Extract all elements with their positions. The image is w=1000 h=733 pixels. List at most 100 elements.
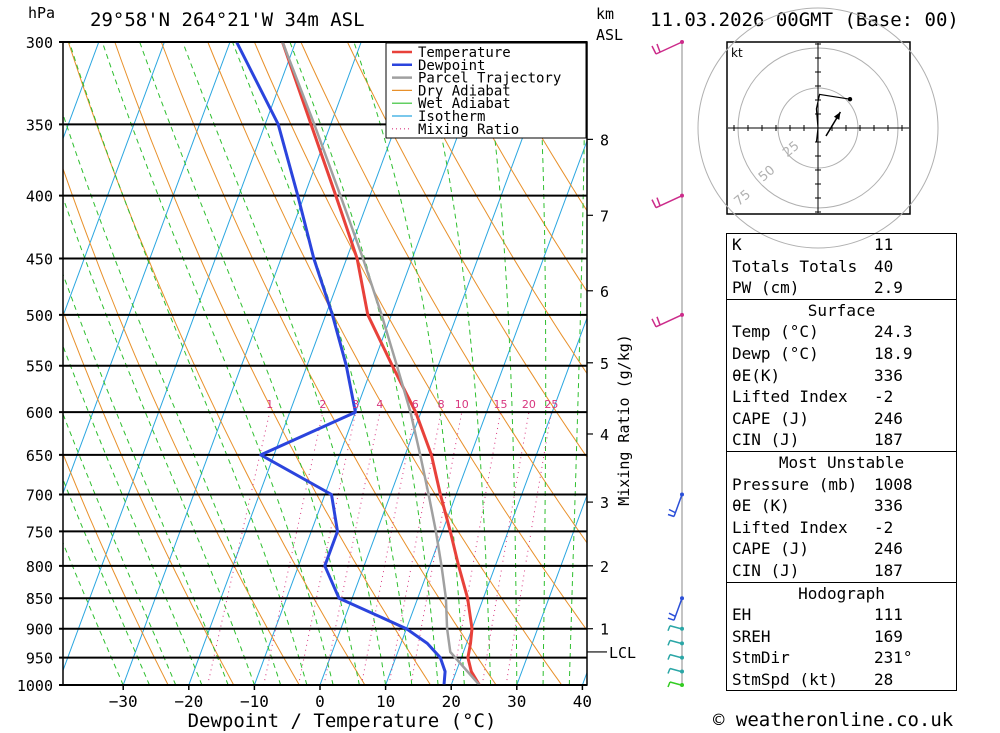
index-value: 111 [874, 605, 903, 625]
x-tick-label: 30 [507, 692, 526, 711]
legend-entry: Mixing Ratio [418, 122, 519, 138]
index-value: 28 [874, 669, 894, 689]
index-value: 187 [874, 430, 903, 450]
datetime-title: 11.03.2026 00GMT (Base: 00) [650, 9, 959, 31]
location-title: 29°58'N 264°21'W 34m ASL [90, 9, 365, 31]
index-row: SREH 169 [727, 626, 956, 648]
index-row: θE (K) 336 [727, 495, 956, 517]
height-unit-asl: ASL [596, 26, 624, 44]
index-value: 2.9 [874, 278, 903, 298]
wind-barbs [651, 40, 684, 688]
index-label: Pressure (mb) [732, 474, 858, 494]
mixing-ratio-labels: 1 2 3 4 6 8 10 15 20 25 [266, 398, 558, 411]
index-label: CIN (J) [732, 560, 800, 580]
pressure-tick-label: 350 [26, 116, 53, 134]
index-row: K 11 [727, 234, 956, 256]
wet-adiabat-line [63, 541, 124, 685]
index-value: -2 [874, 387, 894, 407]
pressure-tick-label: 700 [26, 487, 53, 505]
isotherm-line [450, 316, 587, 685]
isotherm-line [63, 42, 297, 672]
legend-entry: Temperature [418, 45, 511, 61]
hodograph-title: Hodograph [798, 583, 885, 603]
mixing-ratio-line [451, 412, 501, 685]
wet-adiabat-line [101, 42, 334, 685]
mixing-ratio-label: 15 [494, 398, 508, 411]
wet-adiabat-line [232, 42, 413, 685]
mixing-ratio-label: 25 [544, 398, 558, 411]
pressure-tick-label: 650 [26, 447, 53, 465]
x-tick-label: 20 [442, 692, 461, 711]
height-axis-unit: km ASL [596, 4, 623, 46]
isotherm-line [122, 42, 362, 685]
wet-adiabat-line [419, 42, 492, 685]
dry-adiabat-line [114, 42, 431, 685]
index-row: Dewp (°C) 18.9 [727, 343, 956, 365]
pressure-tick-label: 750 [26, 523, 53, 541]
mixing-ratio-label: 2 [319, 398, 326, 411]
legend-entry: Dry Adiabat [418, 83, 511, 99]
wind-barb [651, 41, 683, 55]
mixing-ratio-label: 8 [438, 398, 445, 411]
mixing-ratio-label: 4 [376, 398, 383, 411]
pressure-tick-label: 900 [26, 621, 53, 639]
km-tick-label: 1 [600, 621, 609, 639]
index-row: θE(K) 336 [727, 365, 956, 387]
x-tick-label: 10 [376, 692, 395, 711]
index-value: -2 [874, 517, 894, 537]
most-unstable-title: Most Unstable [778, 452, 905, 472]
lcl-label: LCL [609, 644, 636, 662]
index-row: StmDir 231° [727, 647, 956, 669]
sounding-indices-table: K 11 Totals Totals 40 PW (cm) 2.9 Surface Tem… [726, 233, 957, 692]
general-indices: K 11 Totals Totals 40 PW (cm) 2.9 [727, 234, 956, 299]
x-tick-label: −30 [109, 692, 138, 711]
isobars [59, 41, 587, 686]
isotherm-line [253, 42, 493, 685]
barb-level-dot [680, 655, 684, 660]
height-unit-km: km [596, 5, 615, 23]
x-tick-label: −10 [240, 692, 269, 711]
index-label: K [732, 235, 742, 254]
mixing-ratio-line [388, 412, 442, 685]
dry-adiabat-line [439, 42, 587, 293]
legend-box [385, 42, 587, 139]
km-tick-label: 6 [600, 283, 609, 301]
pressure-tick-label: 550 [26, 358, 53, 376]
x-tick-label: 40 [573, 692, 592, 711]
legend-entry: Isotherm [418, 109, 485, 125]
hodograph-section: Hodograph EH 111 SREH 169 StmDir 231° StmSpd (… [727, 581, 956, 691]
index-label: CAPE (J) [732, 539, 810, 559]
index-label: Temp (°C) [732, 322, 819, 342]
pressure-tick-label: 300 [26, 34, 53, 52]
wet-adiabat-line [68, 42, 308, 685]
index-value: 246 [874, 408, 903, 428]
mixing-ratio-line [410, 412, 463, 685]
mixing-ratio-axis-title: Mixing Ratio (g/kg) [615, 334, 633, 506]
temperature-profile [281, 42, 481, 685]
index-row: CAPE (J) 246 [727, 538, 956, 560]
mixing-ratio-label: 6 [412, 398, 419, 411]
index-label: StmSpd (kt) [732, 669, 838, 689]
index-row: StmSpd (kt) 28 [727, 669, 956, 691]
parcel-trajectory-profile [281, 42, 481, 685]
index-value: 24.3 [874, 322, 913, 342]
wet-adiabat-line [482, 42, 518, 685]
mixing-ratio-line [263, 412, 324, 685]
wet-adiabat-line [289, 42, 439, 685]
km-tick-label: 8 [600, 131, 609, 149]
index-label: Dewp (°C) [732, 343, 819, 363]
hodograph-unit-label: kt [731, 46, 743, 60]
isotherms [63, 42, 587, 685]
pressure-tick-label: 1000 [17, 677, 53, 695]
index-label: StmDir [732, 648, 790, 668]
index-label: PW (cm) [732, 278, 800, 298]
wind-barb [667, 625, 682, 632]
index-value: 231° [874, 648, 913, 668]
mixing-ratio-label: 10 [455, 398, 469, 411]
index-row: Temp (°C) 24.3 [727, 321, 956, 343]
wind-barb [667, 667, 682, 674]
isotherm-line [63, 42, 165, 318]
index-row: PW (cm) 2.9 [727, 277, 956, 299]
index-value: 336 [874, 496, 903, 516]
